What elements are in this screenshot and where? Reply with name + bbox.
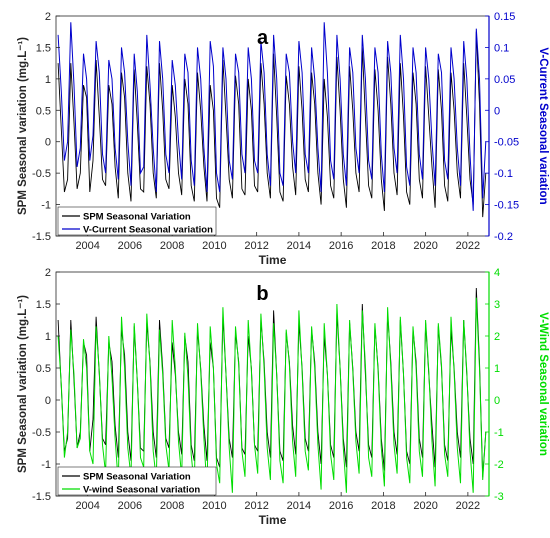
y-right-tick-label: 0.05 — [494, 74, 515, 86]
y-left-axis-label: SPM Seasonal variation (mg.L⁻¹) — [17, 37, 29, 215]
panel-a: 2004 2006 2008 2010 2012 2014 2016 2018 2020 2022… — [17, 11, 549, 267]
y-right-tick-label: -1 — [494, 427, 504, 439]
x-tick-label: 2014 — [287, 240, 311, 252]
y-right-tick-label: -0.05 — [494, 137, 519, 149]
series-line-right — [57, 297, 487, 493]
y-left-tick-label: -0.5 — [32, 168, 51, 180]
y-left-tick-label: 1.5 — [36, 42, 51, 54]
y-left-tick-label: 2 — [45, 267, 51, 279]
x-tick-label: 2014 — [287, 500, 311, 512]
y-right-tick-label: -0.1 — [494, 168, 513, 180]
legend-box — [57, 206, 217, 236]
x-tick-label: 2016 — [329, 240, 353, 252]
y-right-axis-label: V-Wind Seasonal variation — [537, 312, 549, 456]
x-tick-label: 2006 — [118, 240, 142, 252]
x-tick-label: 2012 — [244, 240, 268, 252]
x-tick-label: 2004 — [75, 240, 99, 252]
legend: SPM Seasonal Variation V-wind Seasonal va… — [57, 466, 217, 496]
y-left-tick-label: -1.5 — [32, 491, 51, 503]
legend-entry: V-wind Seasonal variation — [83, 485, 200, 496]
legend-entry: SPM Seasonal Variation — [83, 212, 191, 223]
x-tick-label: 2008 — [160, 500, 184, 512]
y-left-tick-label: -1.5 — [32, 231, 51, 243]
y-right-tick-label: 0 — [494, 105, 500, 117]
x-tick-label: 2010 — [202, 500, 226, 512]
x-axis-label: Time — [259, 253, 287, 267]
panel-letter: a — [257, 27, 269, 49]
y-left-tick-label: -1 — [41, 459, 51, 471]
x-tick-label: 2020 — [413, 500, 437, 512]
y-left-tick-label: 1 — [45, 331, 51, 343]
panel-b: 2004 2006 2008 2010 2012 2014 2016 2018 2020 2022… — [17, 267, 549, 527]
y-right-axis-label: V-Current Seasonal variation — [537, 47, 549, 204]
y-right-tick-label: 4 — [494, 267, 500, 279]
y-right-tick-label: -2 — [494, 459, 504, 471]
x-tick-label: 2008 — [160, 240, 184, 252]
y-right-tick-label: 2 — [494, 331, 500, 343]
y-right-tick-label: 0.1 — [494, 42, 509, 54]
y-left-tick-label: 0.5 — [36, 105, 51, 117]
x-axis-label: Time — [259, 513, 287, 527]
y-left-tick-label: 0.5 — [36, 363, 51, 375]
y-right-tick-label: -0.15 — [494, 200, 519, 212]
panel-letter: b — [256, 283, 268, 305]
x-tick-label: 2016 — [329, 500, 353, 512]
y-right-tick-label: -3 — [494, 491, 504, 503]
y-left-tick-label: 2 — [45, 11, 51, 23]
x-tick-label: 2022 — [456, 500, 480, 512]
x-tick-label: 2018 — [371, 500, 395, 512]
y-left-tick-label: 1.5 — [36, 299, 51, 311]
legend-box — [57, 466, 217, 496]
legend: SPM Seasonal Variation V-Current Seasonal… — [57, 206, 217, 236]
y-left-axis-label: SPM Seasonal variation (mg.L⁻¹) — [17, 295, 29, 473]
y-left-tick-label: -1 — [41, 200, 51, 212]
y-right-tick-label: -0.2 — [494, 231, 513, 243]
y-right-tick-label: 0 — [494, 395, 500, 407]
x-tick-label: 2012 — [244, 500, 268, 512]
y-right-tick-label: 0.15 — [494, 11, 515, 23]
legend-entry: V-Current Seasonal variation — [83, 225, 213, 236]
y-left-tick-label: 1 — [45, 74, 51, 86]
x-tick-label: 2006 — [118, 500, 142, 512]
y-left-tick-label: 0 — [45, 137, 51, 149]
x-tick-label: 2004 — [75, 500, 99, 512]
y-left-tick-label: -0.5 — [32, 427, 51, 439]
legend-entry: SPM Seasonal Variation — [83, 472, 191, 483]
y-left-tick-label: 0 — [45, 395, 51, 407]
series-line-right — [57, 22, 487, 211]
y-right-tick-label: 1 — [494, 363, 500, 375]
x-tick-label: 2022 — [456, 240, 480, 252]
x-tick-label: 2020 — [413, 240, 437, 252]
x-tick-label: 2018 — [371, 240, 395, 252]
y-right-tick-label: 3 — [494, 299, 500, 311]
x-tick-label: 2010 — [202, 240, 226, 252]
